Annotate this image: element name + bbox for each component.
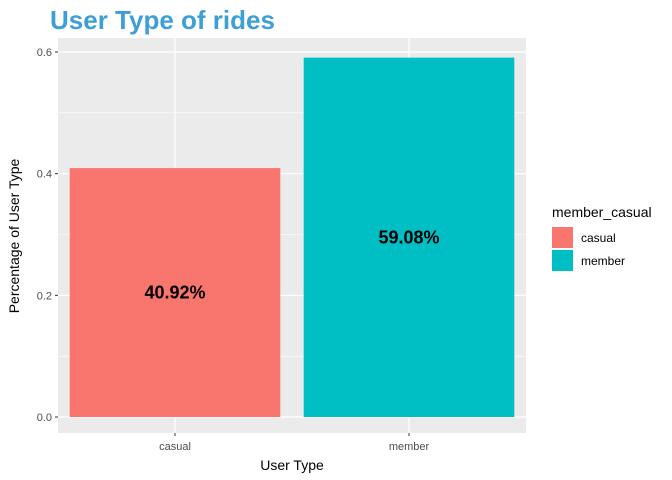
bars (69, 57, 515, 417)
legend-label: member (581, 254, 625, 268)
legend-label: casual (581, 231, 616, 245)
y-tick-label: 0.6 (37, 47, 52, 59)
legend: member_casual casual member (552, 204, 652, 271)
legend-title: member_casual (552, 204, 652, 220)
bar-member (303, 57, 515, 417)
y-axis: 0.0 0.2 0.4 0.6 (37, 47, 58, 424)
bar-data-label: 59.08% (378, 227, 439, 247)
y-tick-label: 0.2 (37, 290, 52, 302)
bar-data-label: 40.92% (144, 283, 205, 303)
legend-swatch-casual (552, 227, 573, 248)
legend-swatch-member (552, 250, 573, 271)
x-tick-label: casual (159, 441, 191, 453)
x-tick-label: member (389, 441, 430, 453)
x-axis: casual member (159, 433, 430, 453)
y-axis-title: Percentage of User Type (6, 158, 22, 313)
chart-title: User Type of rides (50, 5, 275, 35)
bar-labels: 40.92% 59.08% (144, 227, 439, 302)
x-axis-title: User Type (260, 457, 324, 473)
y-tick-label: 0.0 (37, 412, 52, 424)
bar-casual (69, 168, 281, 417)
y-tick-label: 0.4 (37, 169, 52, 181)
